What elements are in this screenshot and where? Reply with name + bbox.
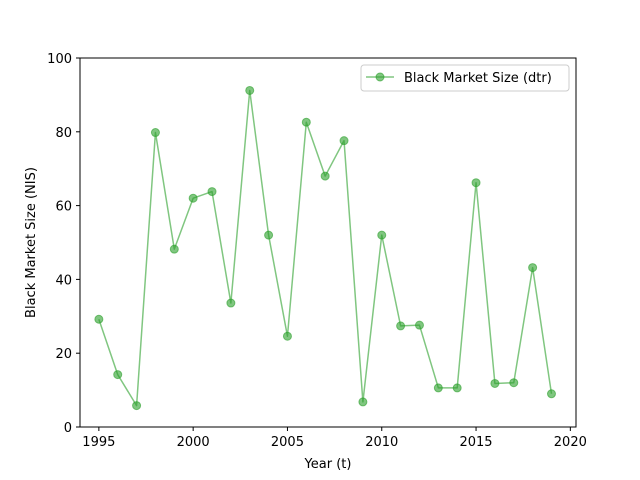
x-axis-label: Year (t) [304, 457, 352, 472]
x-tick-label: 2020 [554, 435, 587, 450]
x-tick-label: 1995 [82, 435, 115, 450]
x-tick-label: 2010 [365, 435, 398, 450]
y-axis-label: Black Market Size (NIS) [24, 167, 39, 318]
data-point [245, 85, 255, 95]
y-tick-label: 60 [55, 200, 72, 215]
series-layer [94, 85, 556, 411]
data-point [132, 401, 142, 411]
plot-frame [79, 57, 577, 428]
data-point [509, 378, 519, 388]
data-point [339, 136, 349, 146]
y-tick-label: 100 [47, 52, 72, 67]
x-tick-label: 2000 [177, 435, 210, 450]
data-point [169, 244, 179, 254]
data-point [471, 178, 481, 188]
data-point [188, 193, 198, 203]
data-point [358, 397, 368, 407]
data-point [226, 298, 236, 308]
data-point [433, 383, 443, 393]
data-point [264, 230, 274, 240]
data-point [452, 383, 462, 393]
data-point [94, 314, 104, 324]
legend-marker-sample [375, 72, 385, 82]
x-axis-ticks: 1995 2000 2005 2010 2015 2020 [82, 427, 587, 450]
data-point [377, 230, 387, 240]
data-point [301, 117, 311, 127]
y-tick-label: 40 [55, 273, 72, 288]
data-point [282, 331, 292, 341]
data-point [207, 187, 217, 197]
data-point [546, 389, 556, 399]
data-point [490, 378, 500, 388]
x-tick-label: 2005 [271, 435, 304, 450]
legend-box [360, 64, 570, 92]
data-point [113, 370, 123, 380]
data-point [528, 263, 538, 273]
data-point [396, 321, 406, 331]
x-tick-label: 2015 [459, 435, 492, 450]
y-tick-label: 80 [55, 126, 72, 141]
data-point [150, 128, 160, 138]
legend-label: Black Market Size (dtr) [404, 71, 552, 86]
legend: Black Market Size (dtr) [360, 64, 570, 92]
y-tick-label: 20 [55, 347, 72, 362]
data-point [320, 171, 330, 181]
y-tick-label: 0 [64, 421, 72, 436]
data-point [414, 320, 424, 330]
y-axis-ticks: 0 20 40 60 80 100 [47, 52, 80, 436]
